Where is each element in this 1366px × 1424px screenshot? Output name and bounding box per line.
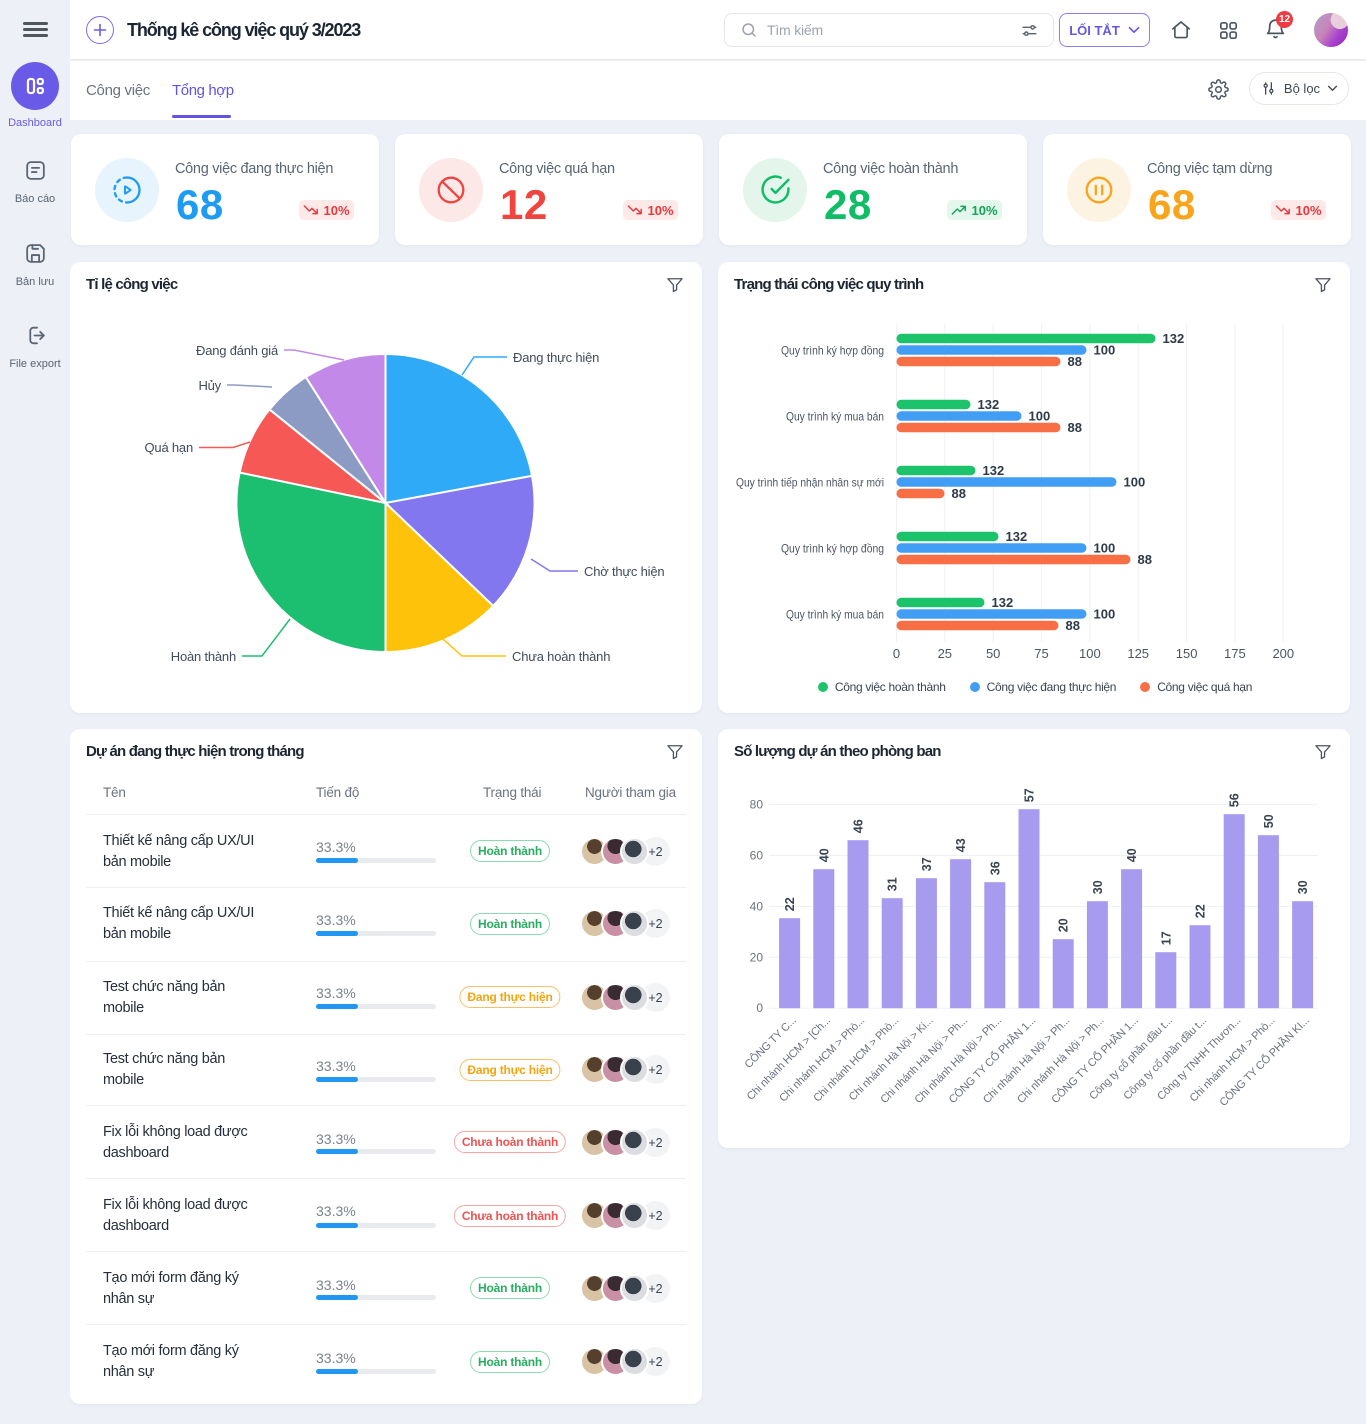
svg-text:37: 37	[920, 857, 934, 871]
svg-text:125: 125	[1127, 646, 1149, 661]
svg-text:88: 88	[1068, 354, 1082, 369]
svg-text:Quy trình ký hợp đồng: Quy trình ký hợp đồng	[781, 542, 884, 556]
svg-text:100: 100	[1124, 474, 1146, 489]
svg-text:Hoàn thành: Hoàn thành	[171, 649, 236, 664]
svg-text:31: 31	[886, 877, 900, 891]
svg-text:100: 100	[1094, 540, 1116, 555]
svg-text:132: 132	[1163, 331, 1185, 346]
svg-text:Hủy: Hủy	[198, 378, 221, 393]
svg-text:175: 175	[1224, 646, 1246, 661]
svg-text:0: 0	[893, 646, 900, 661]
svg-text:132: 132	[992, 595, 1014, 610]
svg-text:40: 40	[1125, 848, 1139, 862]
svg-text:40: 40	[817, 848, 831, 862]
svg-text:100: 100	[1094, 606, 1116, 621]
svg-text:100: 100	[1079, 646, 1101, 661]
svg-text:56: 56	[1228, 793, 1242, 807]
svg-text:80: 80	[750, 798, 764, 812]
svg-text:132: 132	[983, 463, 1005, 478]
svg-text:46: 46	[852, 819, 866, 833]
svg-text:25: 25	[938, 646, 952, 661]
svg-text:200: 200	[1272, 646, 1294, 661]
svg-text:75: 75	[1034, 646, 1048, 661]
svg-text:Quy trình ký mua bán: Quy trình ký mua bán	[786, 410, 884, 424]
svg-text:88: 88	[952, 486, 966, 501]
svg-text:Đang đánh giá: Đang đánh giá	[196, 343, 279, 358]
svg-text:20: 20	[750, 950, 764, 964]
svg-text:88: 88	[1138, 552, 1152, 567]
svg-text:100: 100	[1094, 343, 1116, 358]
svg-text:50: 50	[986, 646, 1000, 661]
svg-text:88: 88	[1068, 420, 1082, 435]
svg-text:88: 88	[1066, 618, 1080, 633]
svg-text:Quá hạn: Quá hạn	[145, 440, 193, 455]
svg-text:150: 150	[1176, 646, 1198, 661]
svg-text:57: 57	[1023, 788, 1037, 802]
svg-text:20: 20	[1057, 918, 1071, 932]
svg-text:Chờ thực hiện: Chờ thực hiện	[584, 564, 664, 579]
svg-text:40: 40	[750, 899, 764, 913]
svg-text:Quy trình ký mua bán: Quy trình ký mua bán	[786, 608, 884, 622]
svg-text:17: 17	[1159, 931, 1173, 945]
svg-text:Chưa hoàn thành: Chưa hoàn thành	[512, 649, 610, 664]
svg-text:Đang thực hiện: Đang thực hiện	[513, 350, 599, 365]
svg-text:36: 36	[988, 861, 1002, 875]
svg-text:30: 30	[1091, 880, 1105, 894]
svg-text:Quy trình tiếp nhận nhân sự mớ: Quy trình tiếp nhận nhân sự mới	[736, 476, 884, 490]
svg-text:30: 30	[1296, 880, 1310, 894]
svg-text:100: 100	[1029, 408, 1051, 423]
svg-text:60: 60	[750, 849, 764, 863]
svg-text:0: 0	[756, 1001, 763, 1015]
svg-text:132: 132	[1006, 529, 1028, 544]
svg-text:43: 43	[954, 838, 968, 852]
svg-text:22: 22	[1194, 904, 1208, 918]
svg-text:Quy trình ký hợp đồng: Quy trình ký hợp đồng	[781, 344, 884, 358]
svg-text:22: 22	[783, 897, 797, 911]
svg-text:50: 50	[1262, 814, 1276, 828]
svg-text:132: 132	[978, 397, 1000, 412]
